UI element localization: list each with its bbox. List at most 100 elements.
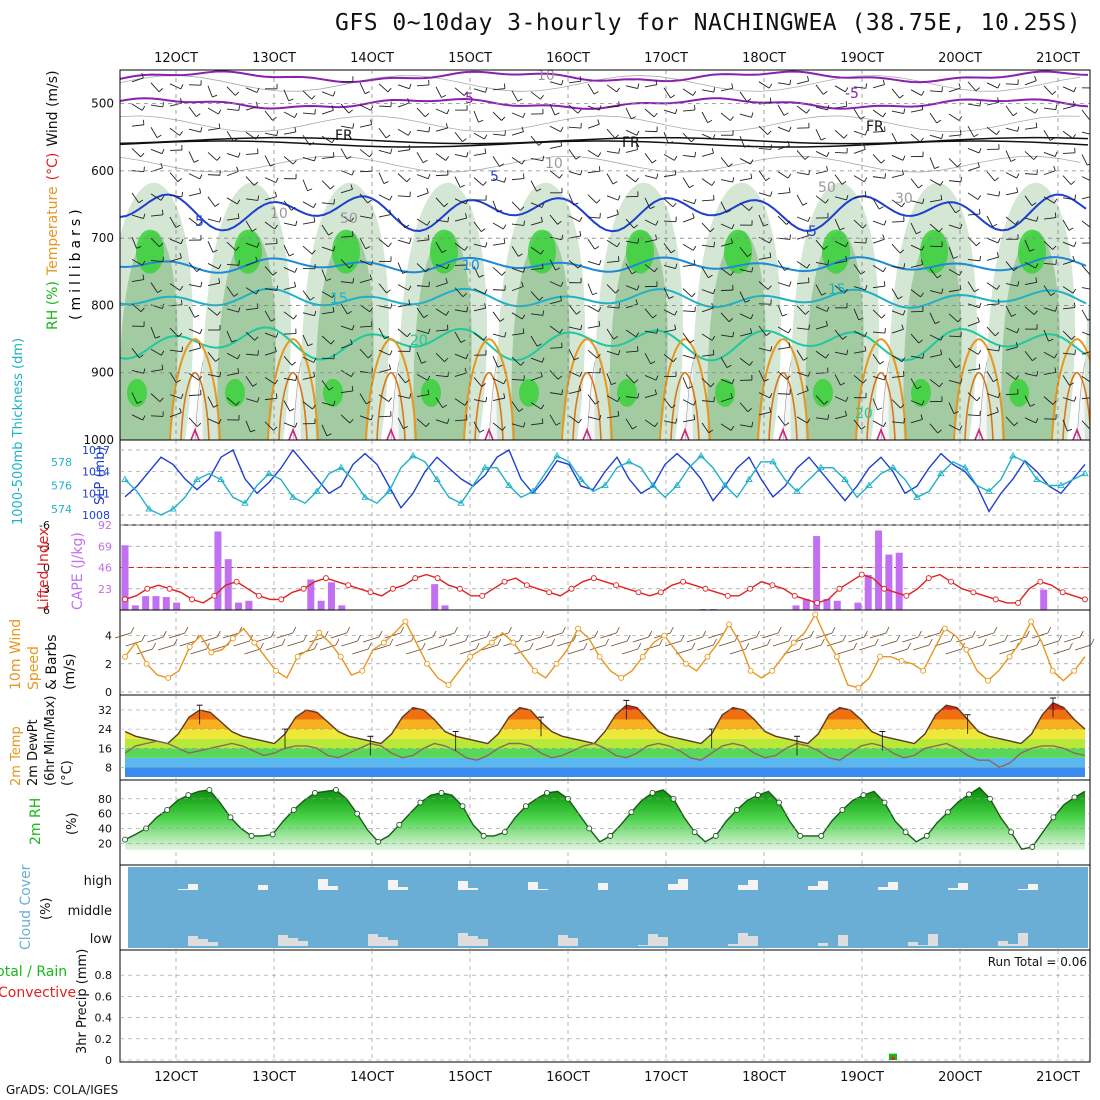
- high-cloud-gap: [748, 880, 758, 890]
- wind-barb-flag: [331, 138, 336, 143]
- wind-barb-flag: [328, 386, 334, 391]
- wind-barb-flag: [770, 346, 773, 352]
- wind-barb: [587, 170, 600, 174]
- wind-barb-flag: [218, 123, 221, 129]
- wind-barb-flag: [730, 238, 734, 244]
- wind-barb-flag: [255, 101, 258, 107]
- wind-barb: [245, 287, 257, 295]
- x-tick-label-top: 19OCT: [840, 51, 884, 66]
- rh-area-high: [234, 229, 262, 274]
- wind-barb: [207, 85, 213, 98]
- wind-barb: [169, 238, 182, 245]
- wind-barb: [739, 402, 749, 412]
- wind-barb-flag: [750, 173, 753, 179]
- wind-barb: [226, 217, 239, 221]
- wind-barb: [340, 235, 353, 238]
- rh-ylabel: 2m RH: [28, 798, 44, 845]
- wind-barb-flag: [883, 220, 887, 226]
- wind-barb-flag: [940, 194, 943, 200]
- wind-barb: [1024, 127, 1037, 130]
- wind-barb-flag: [788, 328, 792, 334]
- cape-bar: [792, 605, 800, 610]
- thickness-line-marker: [409, 452, 417, 459]
- cape-bar: [823, 598, 831, 610]
- wind-barb-flag: [711, 181, 716, 186]
- thickness-line-marker: [1009, 452, 1017, 459]
- wind-barb-flag: [557, 220, 562, 225]
- wind-speed-line-marker: [229, 635, 236, 642]
- lifted-index-line-marker: [970, 589, 977, 596]
- wind-barb-flag: [907, 642, 911, 650]
- wind-barb: [283, 377, 296, 381]
- wind-barb: [853, 86, 866, 89]
- wind-barb-flag: [424, 113, 430, 118]
- cloud-tick-label: high: [84, 874, 112, 889]
- wind-barb-flag: [864, 630, 868, 638]
- wind-barb: [777, 104, 785, 116]
- wind-barb: [340, 390, 353, 394]
- wind-barb-flag: [598, 307, 602, 312]
- wind-barb-flag: [518, 253, 523, 257]
- wind-barb-flag: [522, 112, 526, 118]
- wind-barb: [1005, 191, 1018, 196]
- wind-barb: [546, 632, 563, 639]
- thickness-line-marker: [913, 493, 921, 500]
- wind-barb: [169, 172, 179, 182]
- wind-barb-flag: [635, 144, 639, 150]
- wind-barb-flag: [977, 349, 982, 355]
- wind-barb-flag: [1074, 349, 1076, 355]
- wind-barb: [1024, 217, 1037, 222]
- lifted-index-line-marker: [389, 585, 396, 592]
- wind-barb: [378, 194, 390, 201]
- wind-barb: [880, 640, 897, 647]
- wind-barb-flag: [634, 379, 639, 384]
- wind-barb-flag: [501, 426, 506, 431]
- wind-barb: [302, 245, 313, 255]
- wind-barb: [625, 129, 638, 136]
- lifted-index-line-marker: [925, 575, 932, 582]
- wind-barb-flag: [198, 221, 202, 226]
- wind-barb: [929, 179, 941, 186]
- wind-barb: [549, 103, 556, 116]
- wind-barb: [150, 369, 163, 372]
- wind-barb-flag: [921, 104, 924, 110]
- rh-line-marker: [164, 806, 171, 813]
- temp-contour-warm: [659, 338, 711, 440]
- wind-barb-flag: [482, 181, 487, 186]
- wind-barb: [416, 394, 429, 398]
- wind-barb: [1024, 350, 1033, 361]
- wind-barb: [131, 148, 141, 158]
- low-cloud-gap: [288, 938, 298, 946]
- temp-contour-warm: [561, 338, 613, 440]
- run-total-label: Run Total = 0.06: [988, 955, 1087, 969]
- wind-barb: [929, 290, 942, 294]
- wind-barb-flag: [367, 354, 373, 359]
- wind-barb: [131, 347, 140, 359]
- wind-barb: [454, 242, 465, 251]
- wind-barb: [169, 412, 182, 418]
- wind-barb-flag: [765, 177, 771, 181]
- wind-barb-flag: [237, 354, 241, 360]
- wind-barb-flag: [1073, 86, 1077, 92]
- wind-barb: [986, 237, 999, 244]
- wind-barb: [625, 107, 632, 120]
- wind-barb: [682, 199, 695, 205]
- low-cloud-gap: [1008, 944, 1018, 946]
- wind-barb-flag: [561, 389, 564, 395]
- wind-barb: [492, 156, 500, 167]
- low-cloud-gap: [728, 944, 738, 946]
- thickness-tick-label: 578: [51, 456, 72, 469]
- wind-barb: [967, 281, 975, 293]
- wind-barb: [872, 238, 885, 244]
- upper-air-panel: -5 -5FR FRFR555101515202010101050503050060…: [45, 70, 1095, 447]
- wind-barb: [663, 287, 670, 299]
- wind-barb: [264, 421, 274, 431]
- wind-barb-flag: [560, 127, 564, 132]
- wind-barb-flag: [882, 112, 887, 118]
- wind-barb: [929, 199, 942, 203]
- wind-speed-line-marker: [122, 653, 128, 660]
- wind-barb-flag: [478, 274, 484, 278]
- li-tick-label: 3: [43, 583, 50, 596]
- wind-barb-flag: [1094, 130, 1095, 135]
- convective-bar: [891, 1056, 895, 1060]
